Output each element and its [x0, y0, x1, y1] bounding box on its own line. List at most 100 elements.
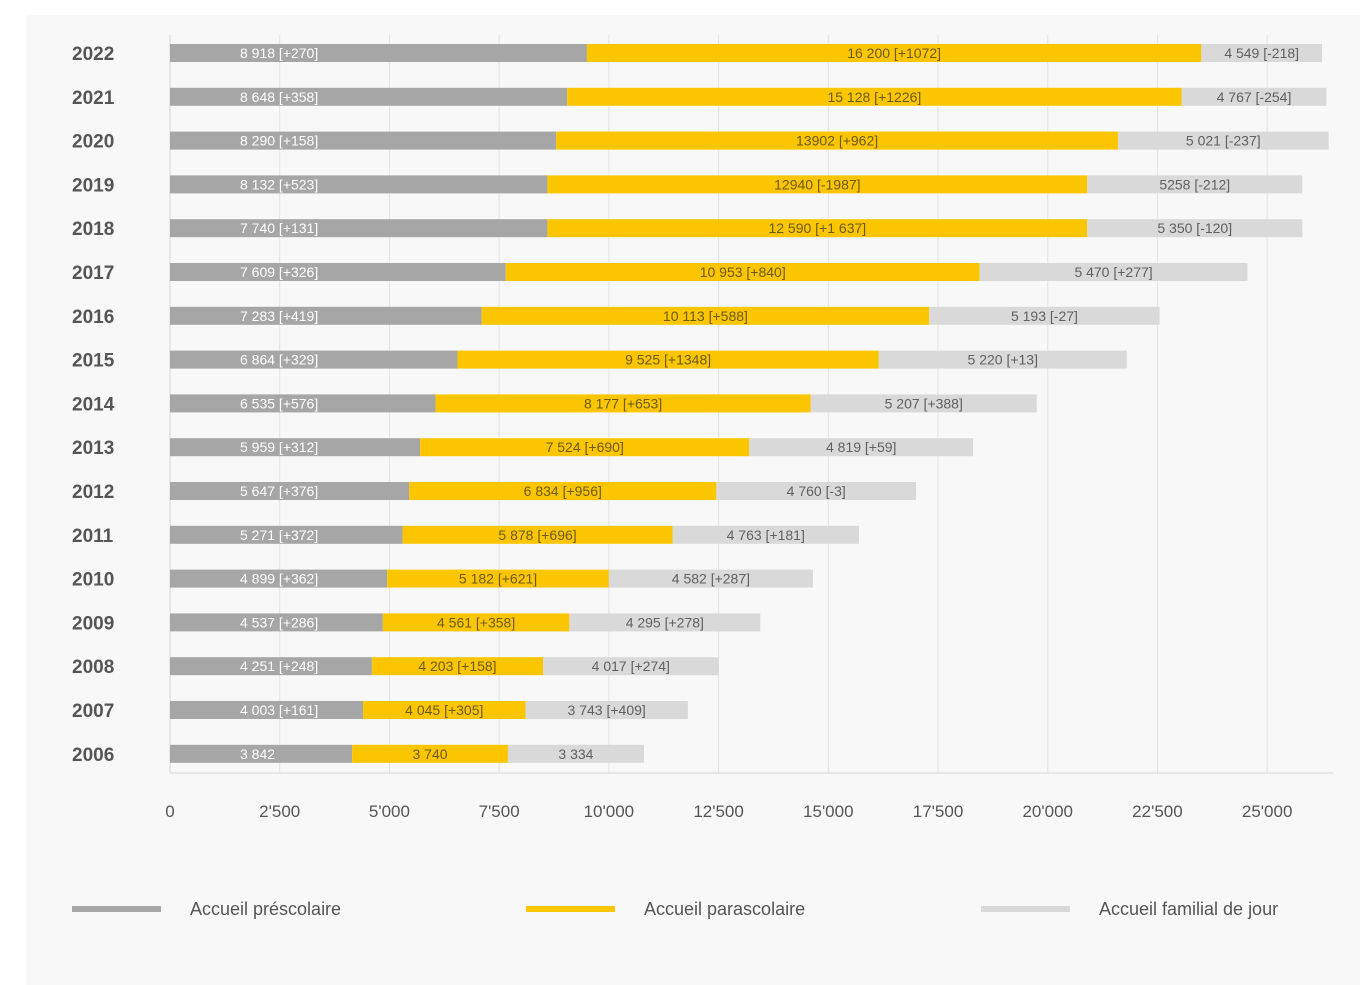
bar-segment-2009-0 [170, 613, 383, 632]
bar-segment-2020-2 [1117, 131, 1329, 150]
data-label-2021-0: 8 648 [+358] [240, 89, 318, 105]
x-tick-label-2500: 2'500 [259, 802, 300, 821]
bar-segment-2012-0 [170, 482, 410, 500]
year-label-2017: 2017 [72, 263, 114, 284]
data-label-2013-2: 4 819 [+59] [826, 439, 896, 455]
bar-segment-2021-1 [567, 87, 1182, 106]
bar-segment-2014-0 [170, 394, 436, 413]
bar-segment-2016-1 [481, 306, 930, 325]
legend-swatch-2 [981, 906, 1070, 912]
year-label-2009: 2009 [72, 613, 114, 634]
data-label-2010-1: 5 182 [+621] [459, 571, 537, 587]
bar-segment-2011-0 [170, 525, 403, 544]
x-tick-label-12500: 12'500 [693, 802, 744, 821]
bar-segment-2014-2 [810, 394, 1037, 413]
data-label-2012-2: 4 760 [-3] [787, 483, 846, 499]
data-label-2017-2: 5 470 [+277] [1074, 264, 1152, 280]
bar-segment-2011-2 [672, 525, 860, 544]
data-label-2014-0: 6 535 [+576] [240, 395, 318, 411]
bar-segment-2009-2 [569, 613, 761, 632]
bar-segment-2022-2 [1201, 44, 1323, 62]
x-tick-label-17500: 17'500 [913, 802, 964, 821]
bar-segment-2016-0 [170, 306, 482, 325]
x-tick-label-20000: 20'000 [1022, 802, 1073, 821]
chart-panel: 0 2'500 5'000 7'500 10'000 12'500 15'000 17'500… [26, 15, 1360, 985]
data-label-2015-0: 6 864 [+329] [240, 352, 318, 368]
data-label-2017-0: 7 609 [+326] [240, 264, 318, 280]
bar-segment-2009-1 [382, 613, 570, 632]
data-label-2008-1: 4 203 [+158] [418, 658, 496, 674]
bar-segment-2015-1 [457, 350, 879, 369]
bar-segment-2011-1 [402, 525, 673, 544]
data-label-2017-1: 10 953 [+840] [700, 264, 786, 280]
data-label-2008-0: 4 251 [+248] [240, 658, 318, 674]
legend-swatch-0 [72, 906, 161, 912]
data-label-2012-0: 5 647 [+376] [240, 483, 318, 499]
data-label-2013-1: 7 524 [+690] [546, 439, 624, 455]
bar-segment-2013-0 [170, 438, 421, 457]
year-label-2010: 2010 [72, 570, 114, 591]
x-tick-label-22500: 22'500 [1132, 802, 1183, 821]
data-label-2015-1: 9 525 [+1348] [625, 352, 711, 368]
data-label-2018-1: 12 590 [+1 637] [768, 220, 866, 236]
data-label-2011-1: 5 878 [+696] [498, 527, 576, 543]
data-label-2020-0: 8 290 [+158] [240, 133, 318, 149]
bar-segment-2020-1 [556, 131, 1118, 150]
bar-segment-2007-1 [363, 701, 526, 719]
x-tick-label-10000: 10'000 [584, 802, 635, 821]
data-label-2016-1: 10 113 [+588] [663, 308, 748, 324]
data-label-2019-1: 12940 [-1987] [774, 176, 860, 192]
year-label-2018: 2018 [72, 219, 114, 240]
data-label-2006-2: 3 334 [558, 746, 593, 762]
year-label-2022: 2022 [72, 44, 114, 65]
bar-segment-2022-1 [586, 44, 1202, 62]
bar-segment-2010-1 [387, 569, 609, 588]
data-label-2007-0: 4 003 [+161] [240, 702, 318, 718]
bar-segment-2017-1 [505, 263, 980, 281]
data-label-2014-2: 5 207 [+388] [885, 395, 963, 411]
data-label-2012-1: 6 834 [+956] [524, 483, 602, 499]
data-label-2021-1: 15 128 [+1226] [827, 89, 921, 105]
year-label-2021: 2021 [72, 88, 115, 109]
x-tick-label-0: 0 [165, 802, 174, 821]
legend-label-0: Accueil préscolaire [190, 899, 341, 919]
year-label-2007: 2007 [72, 701, 114, 722]
data-label-2018-2: 5 350 [-120] [1157, 220, 1232, 236]
year-label-2016: 2016 [72, 307, 114, 328]
year-label-2020: 2020 [72, 132, 114, 153]
bar-segment-2008-1 [371, 657, 544, 676]
bar-segment-2010-0 [170, 569, 388, 588]
data-label-2016-2: 5 193 [-27] [1011, 308, 1078, 324]
legend-label-2: Accueil familial de jour [1099, 899, 1278, 919]
data-label-2006-1: 3 740 [413, 746, 448, 762]
year-label-2011: 2011 [72, 526, 114, 547]
bar-segment-2018-0 [170, 219, 548, 238]
bar-segment-2018-1 [547, 219, 1088, 238]
bar-segment-2017-0 [170, 263, 506, 281]
year-label-2015: 2015 [72, 351, 115, 372]
data-label-2022-1: 16 200 [+1072] [847, 45, 941, 61]
bar-segment-2010-2 [608, 569, 813, 588]
year-label-2014: 2014 [72, 394, 115, 415]
year-label-2008: 2008 [72, 657, 114, 678]
data-label-2010-0: 4 899 [+362] [240, 571, 318, 587]
year-label-2012: 2012 [72, 482, 114, 503]
data-label-2022-0: 8 918 [+270] [240, 45, 318, 61]
bar-segment-2019-1 [547, 175, 1088, 194]
data-label-2008-2: 4 017 [+274] [592, 658, 670, 674]
bar-segment-2021-0 [170, 87, 568, 106]
data-label-2009-2: 4 295 [+278] [626, 614, 704, 630]
data-label-2020-1: 13902 [+962] [796, 133, 878, 149]
data-label-2019-2: 5258 [-212] [1159, 176, 1230, 192]
data-label-2016-0: 7 283 [+419] [240, 308, 318, 324]
bar-segment-2015-2 [878, 350, 1127, 369]
bar-segment-2007-0 [170, 701, 364, 719]
bar-segment-2006-2 [507, 744, 644, 763]
year-label-2006: 2006 [72, 745, 114, 766]
bar-segment-2022-0 [170, 44, 587, 62]
data-label-2009-1: 4 561 [+358] [437, 614, 515, 630]
data-label-2009-0: 4 537 [+286] [240, 614, 318, 630]
stacked-bar-chart: 0 2'500 5'000 7'500 10'000 12'500 15'000 17'500… [72, 35, 1333, 919]
data-label-2018-0: 7 740 [+131] [240, 220, 318, 236]
data-label-2011-2: 4 763 [+181] [727, 527, 805, 543]
